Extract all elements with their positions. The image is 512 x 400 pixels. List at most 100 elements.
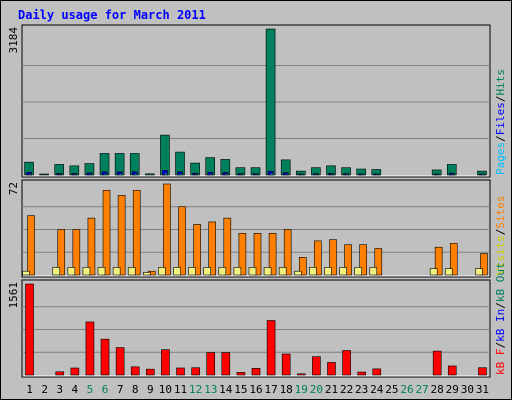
bar-visits-day-28 [429,268,438,276]
bar-sites-day-18 [283,229,292,276]
bar-kb-f-day-13 [206,352,216,376]
bar-visits-day-15 [233,267,242,276]
bar-kb-f-day-7 [115,347,125,376]
bar-pages-day-10 [164,172,168,176]
x-tick-label: 31 [476,383,489,396]
legend-entry: Files [494,102,507,135]
bar-pages-day-11 [179,173,183,176]
bar-pages-day-22 [345,173,349,176]
bar-sites-day-21 [329,239,337,276]
bar-sites-day-5 [87,217,96,276]
bar-kb-f-day-6 [100,338,110,376]
bar-hits-day-9 [145,173,155,176]
bar-pages-day-14 [224,173,229,176]
bar-kb-f-day-31 [478,367,487,376]
panel-visits-sites: 72 Visits/Sites [7,179,507,278]
legend-entry: kB In [494,309,507,342]
bar-kb-f-day-20 [312,356,321,376]
legend-entry: / [494,342,507,349]
bar-pages-day-20 [315,173,319,176]
legend-entry: / [494,135,507,142]
bar-kb-f-day-12 [191,367,200,376]
legend-entry: / [494,96,507,103]
x-tick-label: 17 [264,383,277,396]
bar-visits-day-23 [354,267,362,276]
x-tick-label: 6 [102,383,109,396]
bar-sites-day-31 [480,253,488,276]
bar-pages-day-13 [209,173,214,176]
bar-kb-f-day-9 [146,368,155,376]
bar-hits-day-2 [39,173,49,176]
bar-kb-f-day-1 [25,283,34,376]
legend-entry: Visits [494,235,507,275]
bar-pages-day-28 [435,173,440,176]
bar-sites-day-14 [223,217,232,276]
bar-visits-day-3 [52,267,61,276]
legend-entry: kB Out [494,262,507,302]
bar-hits-day-17 [265,28,276,176]
x-tick-label: 4 [72,383,79,396]
bar-kb-f-day-21 [327,362,336,376]
x-tick-label: 9 [147,383,154,396]
bar-pages-day-31 [481,173,485,176]
x-tick-label: 1 [26,383,33,396]
bar-hits-day-10 [160,134,170,176]
bar-sites-day-7 [117,195,126,276]
bar-kb-f-day-4 [70,367,80,376]
x-tick-label: 21 [325,383,338,396]
bar-pages-day-15 [239,173,244,176]
bar-kb-f-day-17 [266,320,276,376]
bar-sites-day-6 [102,190,111,276]
y-max-label: 1561 [7,282,20,309]
x-tick-label: 12 [189,383,202,396]
x-tick-label: 24 [370,383,384,396]
bar-pages-day-21 [330,173,334,176]
x-axis-labels: 1 2 3 4 5 6 7 8 9 10 11 12 13 14 15 16 17 18 19 20 21 22 23 24 2… [26,383,489,396]
bar-visits-day-1 [22,270,30,276]
bar-kb-f-day-23 [357,371,366,376]
bar-sites-day-29 [449,243,458,276]
bar-visits-day-14 [218,267,227,276]
bar-pages-day-16 [254,173,259,176]
legend-entry: kB F [494,349,507,376]
x-tick-label: 26 [400,383,413,396]
bar-sites-day-23 [359,244,367,276]
bar-pages-day-17 [269,173,274,176]
bar-sites-day-24 [374,248,383,276]
bar-visits-day-19 [293,270,302,276]
bar-kb-f-day-19 [296,373,306,376]
x-tick-label: 13 [204,383,217,396]
x-tick-label: 10 [159,383,172,396]
bar-visits-day-7 [112,267,121,276]
bar-visits-day-31 [475,268,483,276]
bar-sites-day-1 [27,215,35,276]
bar-sites-day-20 [314,240,322,276]
bar-kb-f-day-16 [251,367,261,376]
x-tick-label: 23 [355,383,368,396]
bar-visits-day-9 [143,272,151,276]
bar-kb-f-day-8 [130,366,140,376]
bar-kb-f-day-14 [221,352,231,376]
x-tick-label: 15 [234,383,247,396]
legend: kB F/kB In/kB Out [494,262,507,375]
bar-pages-day-7 [118,173,123,176]
bar-pages-day-6 [103,173,108,176]
x-tick-label: 16 [249,383,262,396]
legend: Pages/Files/Hits [494,69,507,175]
x-tick-label: 30 [461,383,474,396]
legend-entry: Hits [494,69,507,96]
bar-sites-day-3 [57,229,66,276]
bar-kb-f-day-3 [55,371,65,376]
bar-sites-day-12 [193,224,201,276]
bar-pages-day-19 [299,173,304,176]
chart-title: Daily usage for March 2011 [18,8,206,22]
bar-pages-day-24 [375,173,380,176]
x-tick-label: 27 [415,383,428,396]
bar-kb-f-day-22 [342,350,351,376]
bar-visits-day-20 [309,267,317,276]
bar-visits-day-6 [97,267,106,276]
x-tick-label: 14 [219,383,233,396]
